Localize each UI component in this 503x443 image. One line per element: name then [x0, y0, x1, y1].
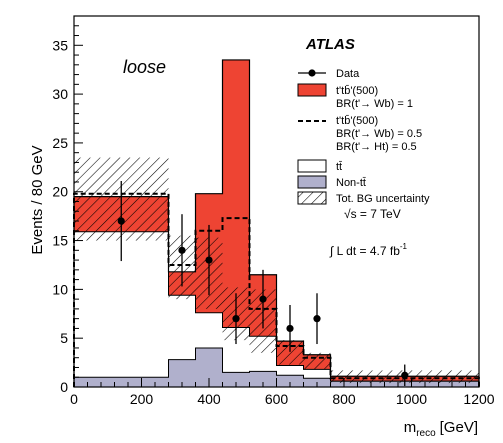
x-tick-label: 0	[70, 391, 78, 407]
x-tick-label: 400	[197, 391, 221, 407]
selection-label: loose	[123, 57, 166, 77]
lumi-label-main: ∫ L dt = 4.7 fb	[329, 244, 400, 258]
legend-label-tprime-wb1-br: BR(t'→ Wb) = 1	[336, 98, 413, 110]
y-tick-label: 5	[60, 330, 68, 346]
atlas-label: ATLAS	[305, 36, 355, 53]
legend-label-ttbar: tt̄	[336, 161, 342, 173]
legend-symbol-nontt	[297, 175, 327, 189]
axis-ticks: 0 200 400 600 800 1000 1200 0 5 10 15 20 25 30 35	[52, 25, 495, 407]
uncertainty-band	[303, 352, 331, 370]
data-point	[232, 315, 240, 323]
legend-label-tprime-wb1: t'tb̄'(500)	[336, 84, 378, 97]
bar-nontt	[249, 371, 277, 387]
legend-symbol-ttbar	[297, 159, 327, 173]
legend-symbol-tprime-wb1	[297, 83, 327, 97]
legend-label-tprime-mixed-br2: BR(t'→ Ht) = 0.5	[336, 141, 417, 153]
data-point	[205, 256, 213, 264]
x-axis-title-main: m	[404, 419, 417, 436]
y-tick-label: 10	[52, 281, 68, 297]
data-point	[178, 246, 186, 254]
lumi-label-exp: -1	[400, 242, 408, 251]
line-tprime-mixed	[73, 192, 480, 387]
legend-label-nontt: Non-tt̄	[336, 177, 366, 189]
legend-label-data: Data	[336, 68, 360, 80]
x-axis-title-sub: reco	[416, 428, 436, 439]
bar-nontt	[74, 377, 169, 387]
y-tick-label: 15	[52, 233, 68, 249]
y-tick-label: 20	[52, 184, 68, 200]
data-point	[259, 295, 267, 303]
x-axis-title-unit: [GeV]	[440, 419, 478, 436]
bar-nontt	[222, 372, 250, 387]
x-tick-label: 200	[130, 391, 154, 407]
plot-area	[73, 59, 480, 388]
y-tick-label: 35	[52, 37, 68, 53]
x-tick-label: 800	[332, 391, 356, 407]
x-axis-title: mreco [GeV]	[404, 419, 478, 439]
data-point	[117, 217, 125, 225]
x-tick-label: 600	[265, 391, 289, 407]
data-point	[313, 315, 321, 323]
y-tick-label: 30	[52, 86, 68, 102]
legend-symbol-uncertainty	[297, 191, 327, 205]
y-tick-label: 0	[60, 379, 68, 395]
x-tick-label: 1000	[396, 391, 427, 407]
legend-label-tprime-mixed: t'tb̄'(500)	[336, 114, 378, 127]
data-point	[286, 324, 294, 333]
legend-label-tprime-mixed-br1: BR(t'→ Wb) = 0.5	[336, 128, 422, 140]
bar-nontt	[276, 375, 304, 387]
y-tick-label: 25	[52, 135, 68, 151]
y-axis-title: Events / 80 GeV	[29, 145, 46, 254]
data-point	[401, 371, 409, 379]
x-tick-label: 1200	[463, 391, 494, 407]
energy-label: √s = 7 TeV	[344, 207, 401, 221]
legend-symbol-data-marker	[308, 69, 316, 77]
legend-label-uncertainty: Tot. BG uncertainty	[336, 193, 430, 205]
lumi-label: ∫ L dt = 4.7 fb-1	[329, 242, 408, 258]
